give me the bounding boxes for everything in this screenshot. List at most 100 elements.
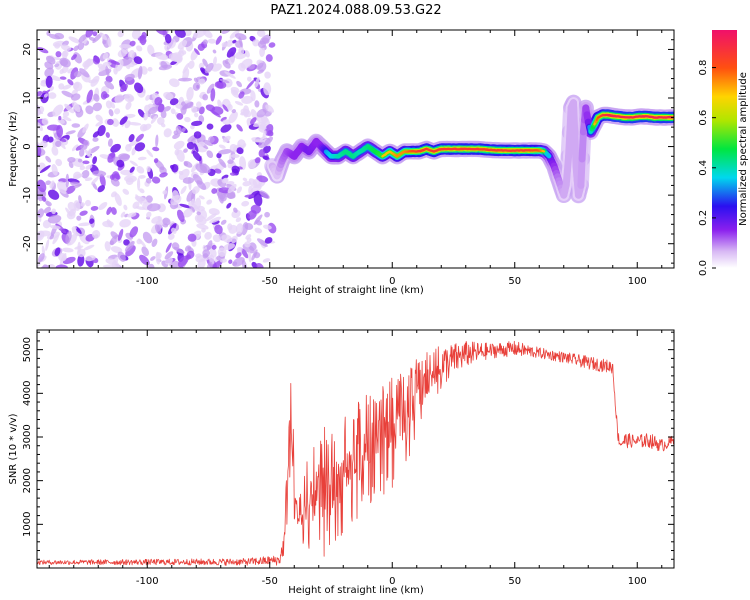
noise-blob [67,67,74,74]
ridge-segment [571,130,580,170]
noise-blob [156,117,165,125]
noise-blob [65,185,76,194]
x-tick-label: 50 [508,276,521,287]
noise-blob [92,156,98,165]
noise-blob [106,206,112,215]
noise-blob [218,149,233,155]
noise-blob [49,75,61,82]
noise-blob [114,108,121,115]
colorbar-tick-label: 0.0 [698,260,709,276]
noise-blob [188,60,195,69]
noise-blob [90,205,99,211]
noise-blob [155,53,169,60]
x-tick-label: 0 [389,576,395,587]
noise-blob [102,264,117,268]
noise-blob [70,181,82,187]
noise-blob [156,252,162,260]
noise-blob [235,40,243,48]
noise-blob [99,174,106,187]
noise-blob [227,183,237,194]
ridge-segment [577,155,586,189]
noise-blob [145,94,150,101]
noise-blob [244,223,254,230]
noise-blob [118,154,130,162]
noise-blob [212,234,221,243]
noise-blob [62,111,70,118]
figure-title: PAZ1.2024.088.09.53.G22 [270,3,441,18]
noise-blob [221,30,231,34]
noise-blob [89,218,95,224]
noise-blob [198,141,205,147]
noise-blob [107,138,113,147]
noise-blob [258,149,266,158]
noise-blob [78,222,91,227]
noise-blob [59,68,64,75]
noise-blob [133,82,144,94]
noise-blob [193,48,200,56]
snr-y-axis-label: SNR (10 * v/v) [8,413,19,484]
noise-blob [48,92,57,99]
noise-blob [226,47,237,58]
noise-blob [98,64,106,72]
noise-blob [58,115,62,121]
noise-blob [109,240,115,246]
noise-blob [250,204,262,214]
noise-blob [198,115,205,123]
noise-blob [79,165,86,171]
noise-blob [240,248,249,259]
x-tick-label: -50 [262,576,278,587]
noise-blob [164,251,174,260]
noise-blob [256,262,264,268]
noise-blob [187,233,197,242]
noise-blob [230,235,238,244]
snr-x-axis-label: Height of straight line (km) [288,585,424,596]
noise-blob [37,230,51,237]
noise-blob [71,123,81,128]
spectrogram-content [37,30,674,268]
noise-blob [203,39,208,45]
noise-blob [105,100,112,109]
noise-blob [41,196,47,202]
noise-blob [125,144,132,152]
noise-blob [152,146,160,152]
noise-blob [114,173,121,180]
noise-blob [67,156,76,163]
noise-blob [229,70,236,75]
noise-blob [49,180,55,189]
noise-blob [71,54,77,61]
y-tick-label: 1000 [22,512,33,537]
noise-blob [58,252,67,262]
noise-blob [131,147,136,156]
noise-blob [211,188,218,194]
noise-blob [215,35,222,45]
noise-blob [83,244,95,251]
noise-blob [47,214,62,224]
noise-blob [245,234,252,240]
noise-blob [197,205,205,212]
noise-blob [125,245,136,257]
noise-blob [73,45,79,52]
noise-blob [116,159,125,168]
noise-blob [242,181,252,187]
noise-blob [45,75,53,88]
noise-blob [104,80,115,90]
noise-blob [45,155,52,163]
noise-blob [73,70,82,78]
noise-blob [97,185,105,193]
noise-blob [108,109,114,117]
y-tick-label: 10 [22,92,33,105]
noise-blob [264,211,270,218]
noise-blob [134,142,146,152]
noise-blob [151,216,163,224]
noise-blob [71,226,77,231]
noise-blob [83,58,91,70]
noise-blob [80,202,86,207]
noise-blob [230,153,240,159]
noise-blob [238,47,245,55]
noise-blob [192,82,201,91]
noise-blob [151,238,158,247]
noise-blob [49,234,55,240]
noise-blob [46,264,56,268]
noise-blob [192,186,200,195]
